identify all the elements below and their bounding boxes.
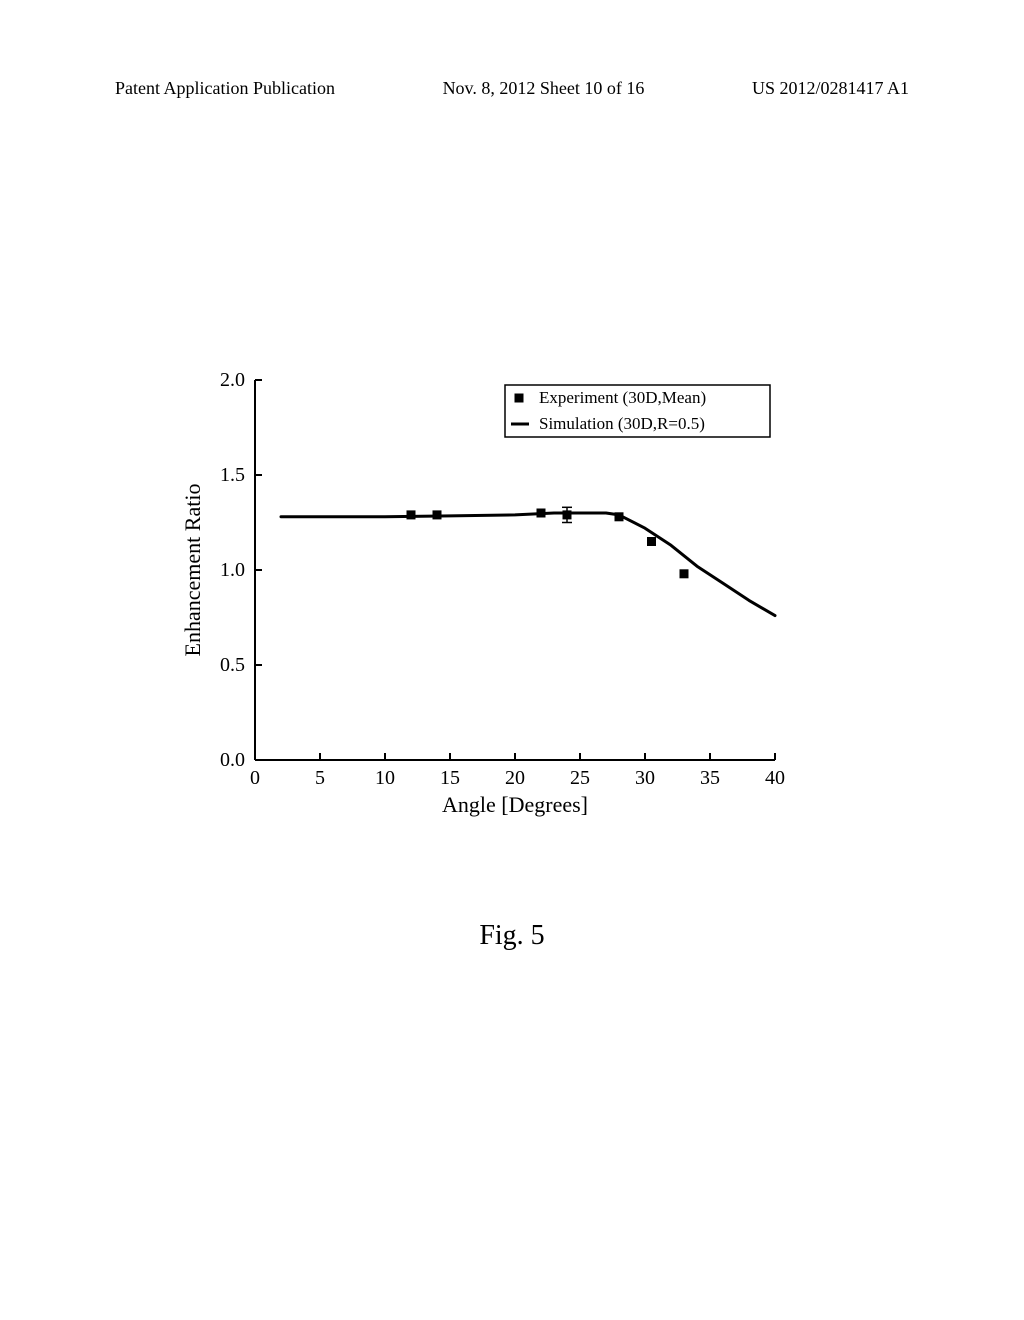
header-left: Patent Application Publication [115,78,335,99]
svg-text:0.5: 0.5 [220,654,245,676]
svg-text:0.0: 0.0 [220,749,245,771]
page-header: Patent Application Publication Nov. 8, 2… [0,78,1024,99]
svg-text:5: 5 [315,767,325,789]
svg-text:1.0: 1.0 [220,559,245,581]
svg-text:Simulation (30D,R=0.5): Simulation (30D,R=0.5) [539,414,705,433]
figure-caption: Fig. 5 [0,920,1024,952]
svg-text:35: 35 [700,767,720,789]
svg-text:1.5: 1.5 [220,464,245,486]
svg-text:40: 40 [765,767,785,789]
svg-text:0: 0 [250,767,260,789]
svg-text:10: 10 [375,767,395,789]
svg-text:Experiment (30D,Mean): Experiment (30D,Mean) [539,388,706,407]
svg-text:20: 20 [505,767,525,789]
svg-text:Angle [Degrees]: Angle [Degrees] [442,792,588,817]
header-right: US 2012/0281417 A1 [752,78,909,99]
svg-text:15: 15 [440,767,460,789]
svg-text:25: 25 [570,767,590,789]
svg-text:2.0: 2.0 [220,369,245,391]
svg-text:Enhancement Ratio: Enhancement Ratio [180,484,205,657]
svg-text:30: 30 [635,767,655,789]
enhancement-ratio-chart: 0 5 10 15 20 25 30 35 40 0.0 0.5 1.0 1.5 2.0 Angle [De… [175,360,825,840]
header-center: Nov. 8, 2012 Sheet 10 of 16 [443,78,645,99]
